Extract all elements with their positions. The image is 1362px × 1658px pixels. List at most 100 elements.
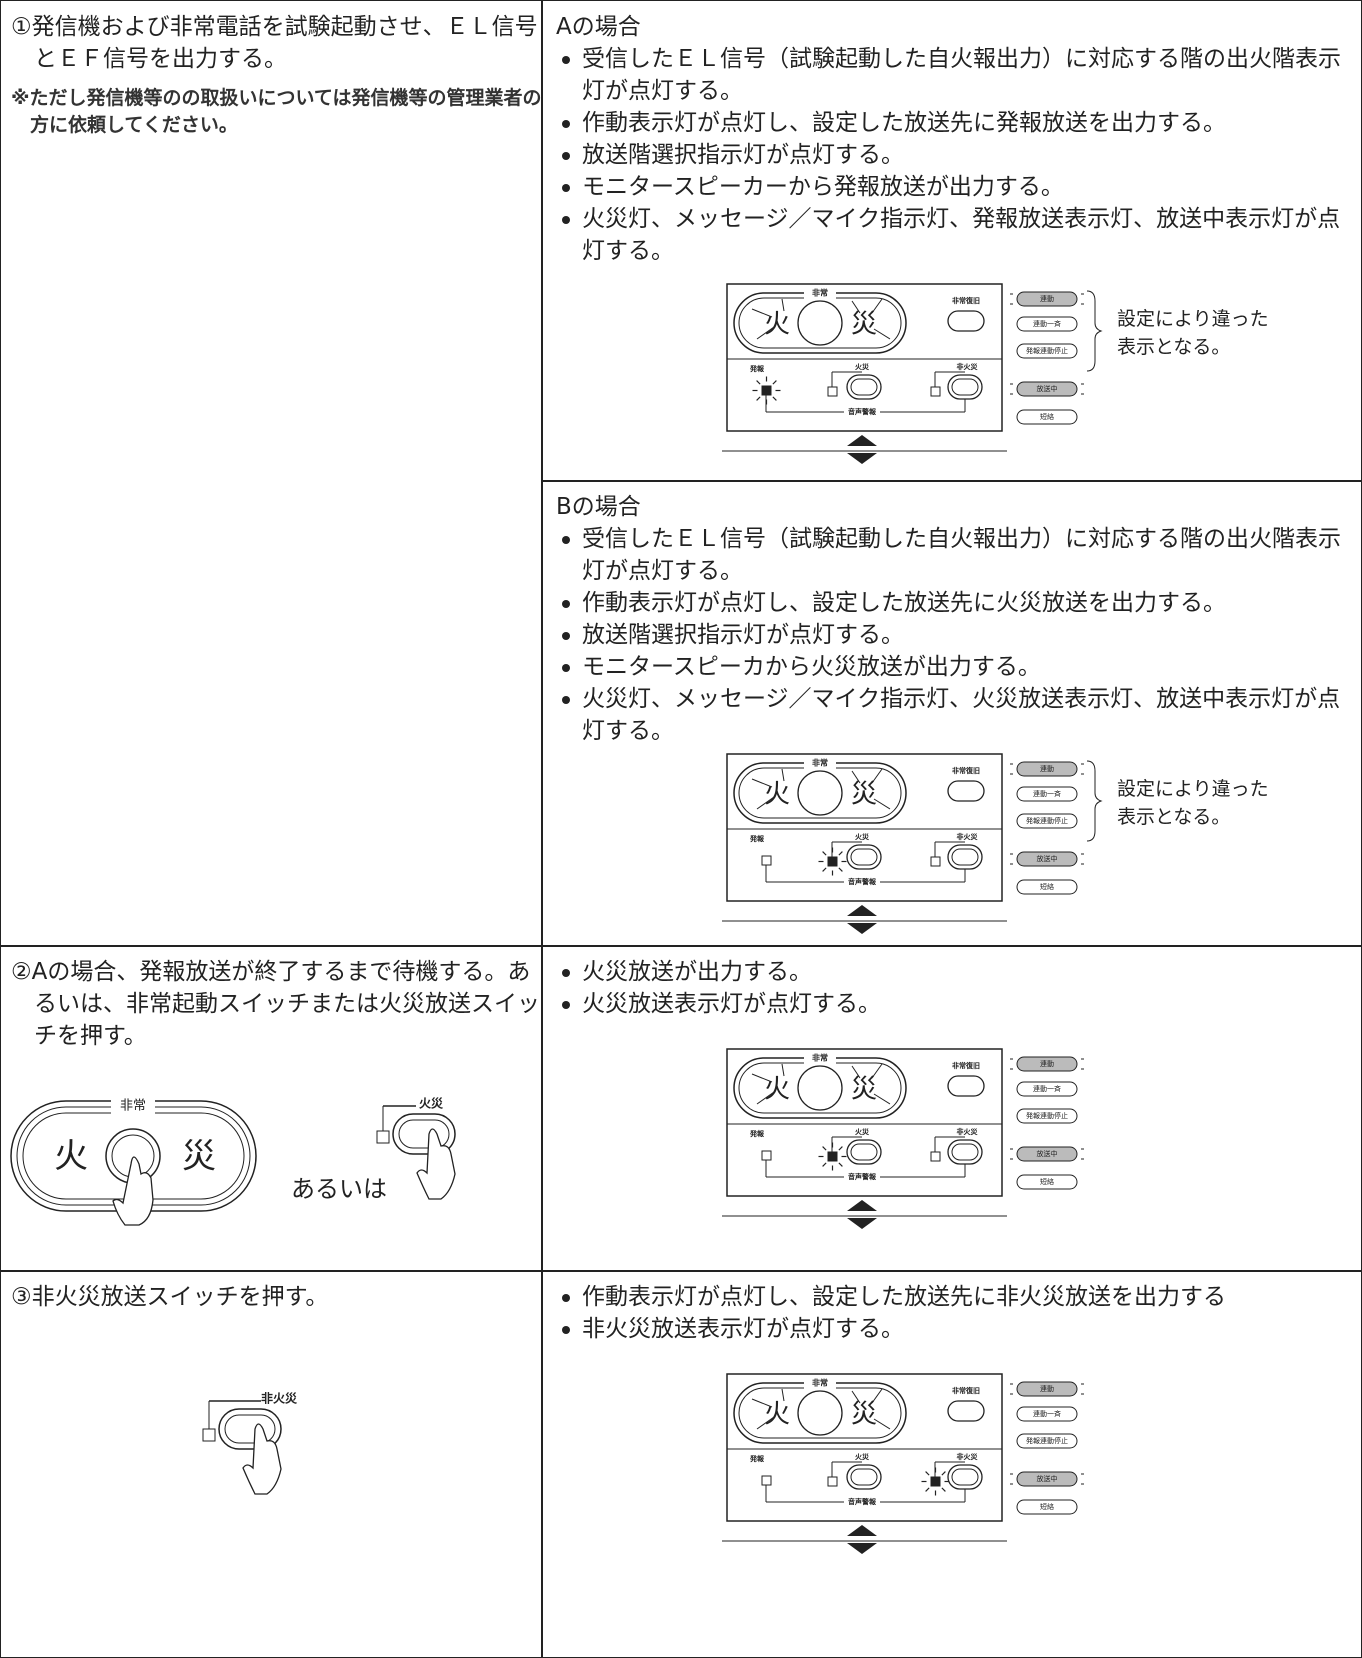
panel-label: 火災 bbox=[855, 833, 870, 841]
arrow bbox=[847, 1200, 877, 1229]
heading: Bの場合 bbox=[556, 494, 641, 520]
panel-note: 設定により違った表示となる。 bbox=[1117, 778, 1269, 828]
panel-label: 発報 bbox=[749, 1454, 765, 1463]
panel-shape bbox=[761, 1150, 772, 1161]
panel-label: 非常 bbox=[812, 288, 828, 298]
panel-shape bbox=[846, 374, 882, 400]
label: 災 bbox=[182, 1137, 216, 1177]
sparkle bbox=[925, 1487, 930, 1492]
panel-label: 非火災 bbox=[957, 1127, 979, 1136]
panel-shape bbox=[827, 386, 838, 397]
sparkle bbox=[941, 1471, 946, 1476]
panel-shape bbox=[850, 378, 878, 396]
panel-line bbox=[781, 1063, 785, 1077]
panel-line bbox=[873, 1418, 891, 1430]
panel-label: 連動一斉 bbox=[1033, 1084, 1061, 1093]
panel: 非常火災非常復旧 発報 火災 非火災 音声警報 連動 連動一斉 発報連動停止 放送中 短絡 設定によ… bbox=[722, 269, 1342, 484]
panel-label: 連動一斉 bbox=[1033, 789, 1061, 798]
bullet: モニタースピーカから火災放送が出力する。 bbox=[556, 651, 1346, 683]
panel-line bbox=[756, 1416, 775, 1430]
panel-shape bbox=[1016, 1471, 1078, 1487]
panel-label: 発報連動停止 bbox=[1026, 1111, 1068, 1120]
panel-shape bbox=[1016, 1406, 1078, 1422]
panel-shape bbox=[930, 1151, 941, 1162]
panel-shape bbox=[1016, 813, 1078, 829]
panel-line bbox=[751, 1398, 773, 1408]
panel-label: 短絡 bbox=[1040, 882, 1054, 891]
panel-shape bbox=[1016, 1081, 1078, 1097]
panel-line bbox=[851, 1065, 861, 1079]
panel-shape bbox=[797, 1065, 843, 1111]
panel-line bbox=[751, 1073, 773, 1083]
panel-label: 連動一斉 bbox=[1033, 319, 1061, 328]
step-text: ①発信機および非常電話を試験起動させ、ＥＬ信号とＥＦ信号を出力する。 bbox=[11, 14, 538, 72]
panel-label: 音声警報 bbox=[848, 877, 877, 886]
panel-label: 放送中 bbox=[1037, 854, 1058, 863]
panel-shape bbox=[726, 753, 1003, 902]
panel-label: 火災 bbox=[855, 363, 870, 371]
mask bbox=[804, 1377, 836, 1389]
panel-shape bbox=[947, 1400, 985, 1422]
panel-shape bbox=[827, 1476, 838, 1487]
sparkle bbox=[772, 396, 777, 401]
panel-label: 火 bbox=[764, 780, 790, 810]
panel-shape bbox=[1016, 1108, 1078, 1124]
bullet: 火災灯、メッセージ／マイク指示灯、火災放送表示灯、放送中表示灯が点灯する。 bbox=[556, 683, 1346, 747]
panel-label: 発報 bbox=[749, 364, 765, 373]
panel-shape bbox=[930, 856, 941, 867]
bullet-list: 火災放送が出力する。 火災放送表示灯が点灯する。 bbox=[556, 956, 1346, 1020]
panel-line bbox=[756, 1091, 775, 1105]
panel-shape bbox=[726, 1048, 1003, 1197]
panel-shape bbox=[726, 283, 1003, 432]
panel-label: 火災 bbox=[855, 1128, 870, 1136]
result: Bの場合 受信したＥＬ信号（試験起動した自火報出力）に対応する階の出火階表示灯が点… bbox=[556, 491, 1346, 747]
panel-label: 音声警報 bbox=[848, 407, 877, 416]
panel-label: 災 bbox=[851, 1075, 877, 1105]
bullet-list: 受信したＥＬ信号（試験起動した自火報出力）に対応する階の出火階表示灯が点灯する。… bbox=[556, 43, 1346, 267]
bullet: 火災放送表示灯が点灯する。 bbox=[556, 988, 1346, 1020]
panel-label: 放送中 bbox=[1037, 1149, 1058, 1158]
panel-shape bbox=[951, 1143, 979, 1161]
panel-shape bbox=[846, 1139, 882, 1165]
panel-label: 火災 bbox=[855, 1453, 870, 1461]
panel: 非常火災非常復旧 発報 火災 非火災 音声警報 連動 連動一斉 発報連動停止 放送中 短絡 bbox=[722, 1034, 1342, 1249]
bullet-list: 作動表示灯が点灯し、設定した放送先に非火災放送を出力する 非火災放送表示灯が点灯す… bbox=[556, 1281, 1346, 1345]
panel-shape bbox=[1016, 851, 1078, 867]
panel-line bbox=[751, 308, 773, 318]
brace bbox=[1086, 290, 1103, 372]
panel-label: 短絡 bbox=[1040, 412, 1054, 421]
bullet: 火災灯、メッセージ／マイク指示灯、発報放送表示灯、放送中表示灯が点灯する。 bbox=[556, 203, 1346, 267]
panel-line bbox=[871, 1063, 883, 1079]
sparkle bbox=[925, 1471, 930, 1476]
panel-shape bbox=[761, 855, 772, 866]
heading: Aの場合 bbox=[556, 14, 641, 40]
panel-label: 短絡 bbox=[1040, 1177, 1054, 1186]
panel-label: 非常 bbox=[812, 1053, 828, 1063]
sparkle bbox=[756, 380, 761, 385]
panel-label: 非常復旧 bbox=[952, 766, 980, 775]
panel-line bbox=[751, 778, 773, 788]
panel-line bbox=[781, 298, 785, 312]
bullet: 作動表示灯が点灯し、設定した放送先に火災放送を出力する。 bbox=[556, 587, 1346, 619]
panel-label: 非常復旧 bbox=[952, 296, 980, 305]
panel: 非常火災非常復旧 発報 火災 非火災 音声警報 連動 連動一斉 発報連動停止 放送中 短絡 bbox=[722, 1359, 1342, 1574]
panel-line bbox=[873, 798, 891, 810]
panel-shape bbox=[761, 1475, 772, 1486]
panel-label: 発報 bbox=[749, 834, 765, 843]
panel-label: 発報連動停止 bbox=[1026, 346, 1068, 355]
bullet: 非火災放送表示灯が点灯する。 bbox=[556, 1313, 1346, 1345]
panel-shape bbox=[1016, 1499, 1078, 1515]
or-text: あるいは bbox=[291, 1175, 387, 1203]
panel-label: 発報 bbox=[749, 1129, 765, 1138]
step-text: ③非火災放送スイッチを押す。 bbox=[11, 1284, 329, 1310]
bullet: 放送階選択指示灯が点灯する。 bbox=[556, 139, 1346, 171]
panel-line bbox=[756, 326, 775, 340]
panel-line bbox=[756, 796, 775, 810]
panel-label: 非常復旧 bbox=[952, 1061, 980, 1070]
panel-label: 発報連動停止 bbox=[1026, 1436, 1068, 1445]
panel-label: 音声警報 bbox=[848, 1172, 877, 1181]
panel-label: 連動一斉 bbox=[1033, 1409, 1061, 1418]
bullet: 火災放送が出力する。 bbox=[556, 956, 1346, 988]
